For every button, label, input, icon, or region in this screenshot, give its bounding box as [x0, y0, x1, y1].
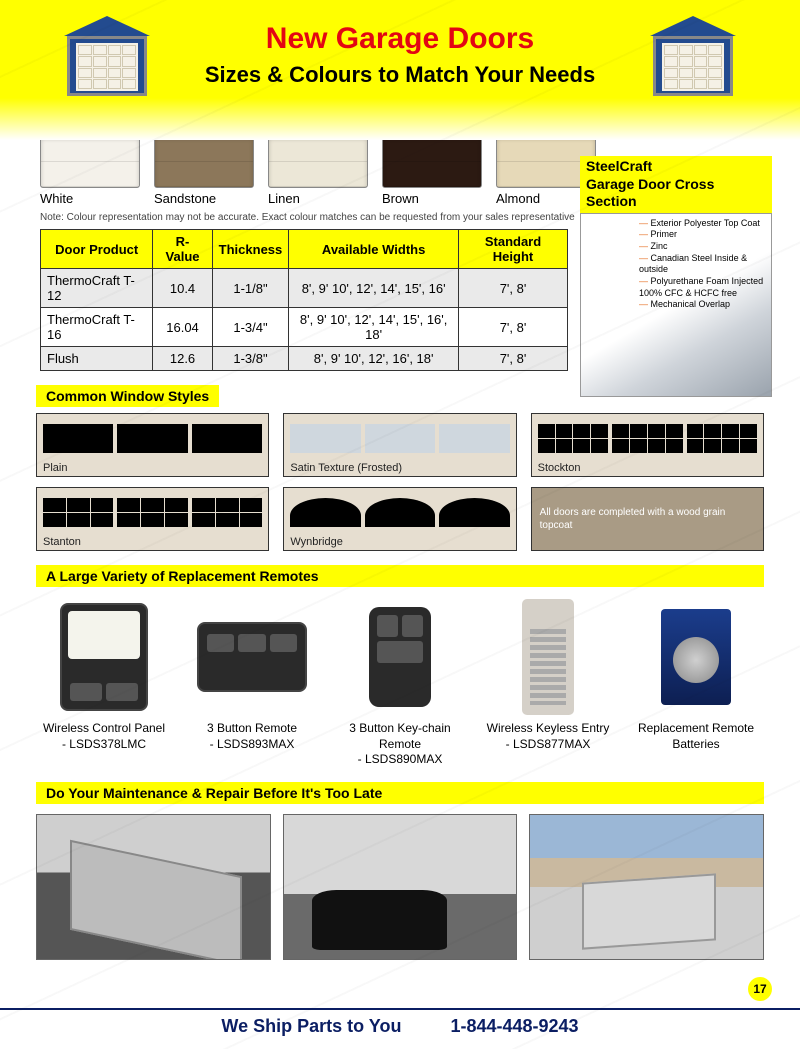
- window-style-stockton: Stockton: [531, 413, 764, 477]
- section-window-styles: Common Window Styles: [36, 385, 219, 407]
- damaged-door-photo-2: [283, 814, 518, 960]
- spec-cell: Flush: [41, 347, 153, 371]
- door-spec-table: Door ProductR-ValueThicknessAvailable Wi…: [40, 229, 568, 371]
- spec-cell: ThermoCraft T-12: [41, 269, 153, 308]
- colour-swatch-white: White: [40, 136, 140, 206]
- colour-swatch-brown: Brown: [382, 136, 482, 206]
- spec-cell: 1-3/4": [212, 308, 289, 347]
- colour-swatch-sandstone: Sandstone: [154, 136, 254, 206]
- window-style-woodgrain-note: All doors are completed with a wood grai…: [531, 487, 764, 551]
- spec-col-header: Available Widths: [289, 230, 459, 269]
- window-style-satin: Satin Texture (Frosted): [283, 413, 516, 477]
- page-number-badge: 17: [748, 977, 772, 1001]
- remote-3button: 3 Button Remote - LSDS893MAX: [184, 597, 320, 768]
- damaged-door-photo-3: [529, 814, 764, 960]
- footer-bar: We Ship Parts to You 1-844-448-9243: [0, 1008, 800, 1037]
- remotes-row: Wireless Control Panel - LSDS378LMC 3 Bu…: [0, 593, 800, 768]
- remote-sku: - LSDS890MAX: [332, 752, 468, 768]
- remote-keychain: 3 Button Key-chain Remote - LSDS890MAX: [332, 597, 468, 768]
- remote-name: 3 Button Key-chain Remote: [332, 721, 468, 752]
- table-row: ThermoCraft T-1616.041-3/4"8', 9' 10', 1…: [41, 308, 568, 347]
- spec-cell: ThermoCraft T-16: [41, 308, 153, 347]
- spec-cell: 7', 8': [459, 269, 568, 308]
- remote-name: Wireless Keyless Entry: [480, 721, 616, 737]
- spec-cell: 1-1/8": [212, 269, 289, 308]
- spec-cell: 10.4: [153, 269, 212, 308]
- remote-panel-icon: [60, 603, 148, 711]
- remote-batteries: Replacement Remote Batteries: [628, 597, 764, 768]
- remote-wireless-panel: Wireless Control Panel - LSDS378LMC: [36, 597, 172, 768]
- spec-cell: 7', 8': [459, 347, 568, 371]
- remote-sku: - LSDS378LMC: [36, 737, 172, 753]
- footer-phone: 1-844-448-9243: [450, 1016, 578, 1036]
- cross-section-layer-label: Canadian Steel Inside & outside: [639, 253, 771, 276]
- footer-ship-text: We Ship Parts to You: [221, 1016, 401, 1036]
- spec-cell: 8', 9' 10', 12', 14', 15', 16': [289, 269, 459, 308]
- spec-cell: 7', 8': [459, 308, 568, 347]
- battery-icon: [661, 609, 731, 705]
- spec-col-header: Door Product: [41, 230, 153, 269]
- spec-cell: 12.6: [153, 347, 212, 371]
- window-style-wynbridge: Wynbridge: [283, 487, 516, 551]
- colour-swatch-linen: Linen: [268, 136, 368, 206]
- remote-sku: - LSDS893MAX: [184, 737, 320, 753]
- swatch-label: Brown: [382, 191, 482, 206]
- spec-cell: 8', 9' 10', 12', 16', 18': [289, 347, 459, 371]
- spec-cell: 8', 9' 10', 12', 14', 15', 16', 18': [289, 308, 459, 347]
- cross-section-layer-label: Exterior Polyester Top Coat: [639, 218, 771, 230]
- header-band: New Garage Doors Sizes & Colours to Matc…: [0, 0, 800, 140]
- swatch-label: Linen: [268, 191, 368, 206]
- spec-col-header: R-Value: [153, 230, 212, 269]
- window-style-stanton: Stanton: [36, 487, 269, 551]
- remote-3button-icon: [197, 622, 307, 692]
- spec-cell: 16.04: [153, 308, 212, 347]
- remote-keychain-icon: [369, 607, 431, 707]
- cross-section-brand: SteelCraft: [586, 158, 652, 174]
- garage-icon-right: [650, 16, 736, 102]
- cross-section-layer-label: Mechanical Overlap: [639, 299, 771, 311]
- cross-section-layer-label: Zinc: [639, 241, 771, 253]
- spec-col-header: Thickness: [212, 230, 289, 269]
- swatch-label: Sandstone: [154, 191, 254, 206]
- swatch-label: White: [40, 191, 140, 206]
- table-row: ThermoCraft T-1210.41-1/8"8', 9' 10', 12…: [41, 269, 568, 308]
- keypad-icon: [522, 599, 574, 715]
- damaged-door-photo-1: [36, 814, 271, 960]
- spec-col-header: Standard Height: [459, 230, 568, 269]
- cross-section-diagram: Exterior Polyester Top CoatPrimerZincCan…: [580, 213, 772, 397]
- remote-name: Wireless Control Panel: [36, 721, 172, 737]
- garage-icon-left: [64, 16, 150, 102]
- cross-section-header: SteelCraft Garage Door Cross Section: [580, 156, 772, 213]
- table-row: Flush12.61-3/8"8', 9' 10', 12', 16', 18'…: [41, 347, 568, 371]
- cross-section-layer-label: Polyurethane Foam Injected 100% CFC & HC…: [639, 276, 771, 299]
- section-maintenance: Do Your Maintenance & Repair Before It's…: [36, 782, 764, 804]
- section-remotes: A Large Variety of Replacement Remotes: [36, 565, 764, 587]
- remote-keyless-entry: Wireless Keyless Entry - LSDS877MAX: [480, 597, 616, 768]
- spec-cell: 1-3/8": [212, 347, 289, 371]
- remote-sku: - LSDS877MAX: [480, 737, 616, 753]
- cross-section-panel: SteelCraft Garage Door Cross Section Ext…: [580, 156, 772, 397]
- window-styles-grid: Plain Satin Texture (Frosted) Stockton S…: [0, 413, 800, 551]
- remote-name: Replacement Remote Batteries: [628, 721, 764, 752]
- remote-name: 3 Button Remote: [184, 721, 320, 737]
- cross-section-layer-label: Primer: [639, 229, 771, 241]
- maintenance-photos-row: [0, 810, 800, 960]
- window-style-plain: Plain: [36, 413, 269, 477]
- cross-section-title: Garage Door Cross Section: [586, 176, 714, 210]
